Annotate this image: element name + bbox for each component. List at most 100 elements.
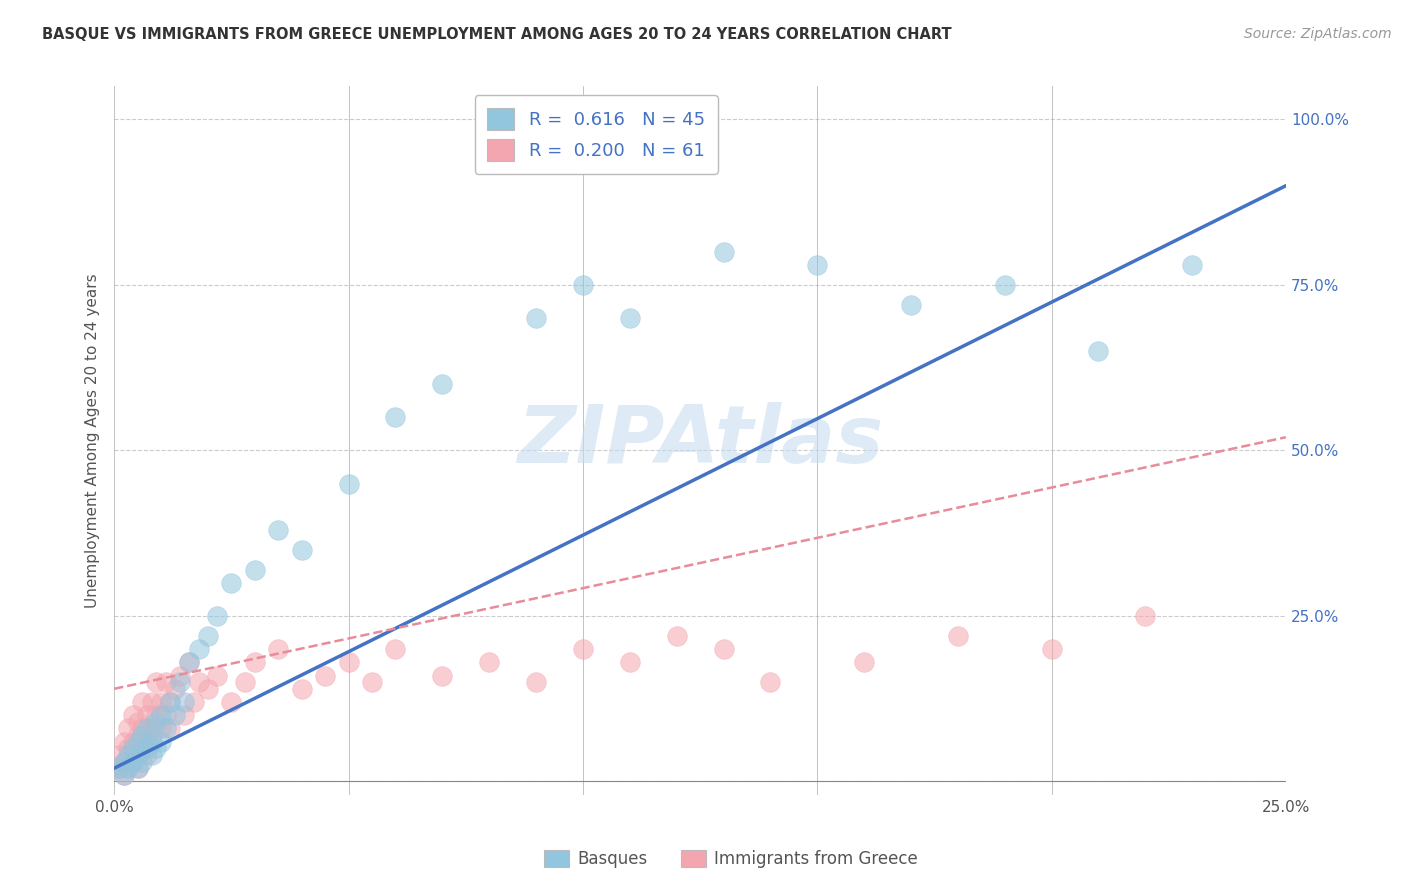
Text: BASQUE VS IMMIGRANTS FROM GREECE UNEMPLOYMENT AMONG AGES 20 TO 24 YEARS CORRELAT: BASQUE VS IMMIGRANTS FROM GREECE UNEMPLO…: [42, 27, 952, 42]
Point: [187, 642, 209, 657]
Point: [145, 675, 167, 690]
Point: [155, 675, 177, 690]
Point: [122, 755, 145, 769]
Point: [141, 722, 163, 736]
Point: [291, 681, 314, 696]
Point: [179, 655, 201, 669]
Point: [524, 675, 547, 690]
Point: [117, 741, 139, 756]
Point: [619, 311, 641, 326]
Point: [112, 755, 135, 769]
Point: [221, 575, 243, 590]
Point: [131, 722, 153, 736]
Point: [155, 708, 177, 723]
Point: [145, 741, 167, 756]
Text: Source: ZipAtlas.com: Source: ZipAtlas.com: [1244, 27, 1392, 41]
Point: [159, 695, 181, 709]
Legend: Basques, Immigrants from Greece: Basques, Immigrants from Greece: [537, 843, 925, 875]
Point: [1181, 258, 1204, 272]
Point: [117, 761, 139, 775]
Point: [173, 708, 195, 723]
Point: [122, 735, 145, 749]
Point: [384, 642, 406, 657]
Point: [127, 747, 149, 762]
Point: [291, 542, 314, 557]
Point: [1087, 344, 1109, 359]
Point: [207, 609, 229, 624]
Point: [1135, 609, 1157, 624]
Point: [127, 761, 149, 775]
Point: [243, 655, 266, 669]
Point: [169, 675, 191, 690]
Text: ZIPAtlas: ZIPAtlas: [517, 401, 883, 480]
Point: [141, 695, 163, 709]
Point: [136, 735, 159, 749]
Point: [127, 714, 149, 729]
Point: [112, 735, 135, 749]
Point: [117, 747, 139, 762]
Point: [136, 741, 159, 756]
Point: [131, 741, 153, 756]
Point: [127, 735, 149, 749]
Point: [384, 410, 406, 425]
Point: [179, 655, 201, 669]
Point: [478, 655, 501, 669]
Point: [127, 747, 149, 762]
Point: [900, 298, 922, 312]
Point: [159, 695, 181, 709]
Point: [145, 708, 167, 723]
Point: [150, 735, 173, 749]
Point: [197, 629, 219, 643]
Point: [117, 761, 139, 775]
Point: [183, 695, 205, 709]
Point: [141, 747, 163, 762]
Point: [267, 642, 290, 657]
Point: [127, 761, 149, 775]
Point: [112, 768, 135, 782]
Point: [131, 695, 153, 709]
Point: [108, 761, 131, 775]
Point: [165, 708, 187, 723]
Point: [112, 768, 135, 782]
Point: [267, 523, 290, 537]
Point: [361, 675, 384, 690]
Point: [432, 377, 454, 392]
Point: [122, 755, 145, 769]
Point: [136, 708, 159, 723]
Point: [314, 668, 336, 682]
Point: [159, 722, 181, 736]
Point: [806, 258, 828, 272]
Point: [853, 655, 876, 669]
Point: [197, 681, 219, 696]
Point: [136, 722, 159, 736]
Point: [150, 722, 173, 736]
Point: [122, 741, 145, 756]
Point: [136, 747, 159, 762]
Point: [221, 695, 243, 709]
Point: [713, 642, 735, 657]
Point: [169, 668, 191, 682]
Point: [619, 655, 641, 669]
Point: [141, 735, 163, 749]
Point: [150, 695, 173, 709]
Point: [665, 629, 688, 643]
Legend: R =  0.616   N = 45, R =  0.200   N = 61: R = 0.616 N = 45, R = 0.200 N = 61: [475, 95, 717, 174]
Point: [131, 755, 153, 769]
Point: [235, 675, 257, 690]
Point: [994, 277, 1017, 292]
Point: [432, 668, 454, 682]
Point: [243, 563, 266, 577]
Y-axis label: Unemployment Among Ages 20 to 24 years: Unemployment Among Ages 20 to 24 years: [86, 273, 100, 607]
Point: [127, 728, 149, 742]
Point: [337, 655, 360, 669]
Point: [524, 311, 547, 326]
Point: [155, 722, 177, 736]
Point: [187, 675, 209, 690]
Point: [337, 476, 360, 491]
Point: [1040, 642, 1063, 657]
Point: [207, 668, 229, 682]
Point: [572, 642, 595, 657]
Point: [173, 695, 195, 709]
Point: [108, 761, 131, 775]
Point: [165, 681, 187, 696]
